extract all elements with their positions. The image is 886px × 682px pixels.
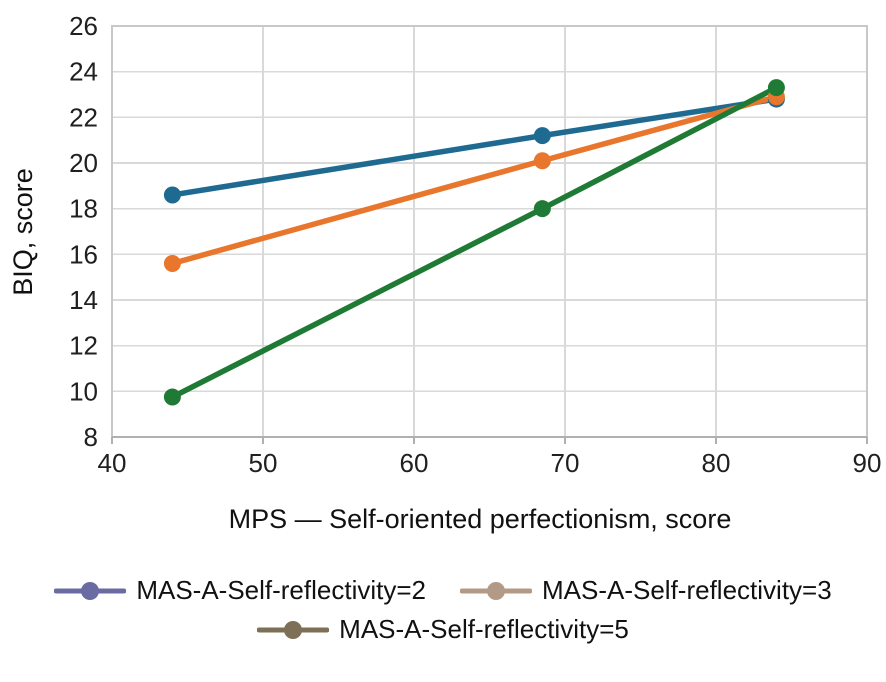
- legend-item[interactable]: MAS-A-Self-reflectivity=5: [257, 614, 629, 645]
- legend-row-2: MAS-A-Self-reflectivity=5: [0, 614, 886, 645]
- y-tick-label: 26: [69, 11, 98, 41]
- y-tick-label: 12: [69, 331, 98, 361]
- data-point-s3-p3: [767, 79, 785, 97]
- y-tick-label: 22: [69, 102, 98, 132]
- data-point-s3-p1: [163, 388, 181, 406]
- legend-swatch-icon: [460, 581, 532, 600]
- x-tick-label: 70: [551, 448, 580, 478]
- data-point-s1-p2: [533, 127, 551, 145]
- x-tick-labels: 40 50 60 70 80 90: [98, 448, 882, 478]
- data-point-s3-p2: [533, 200, 551, 218]
- y-tick-label: 18: [69, 194, 98, 224]
- x-tickmarks: [111, 437, 868, 444]
- data-point-s1-p1: [163, 186, 181, 204]
- x-tick-label: 80: [702, 448, 731, 478]
- y-tick-labels: 8 10 12 14 16 18 20 22 24 26: [69, 11, 98, 452]
- legend-label: MAS-A-Self-reflectivity=5: [339, 614, 629, 644]
- data-point-s2-p2: [533, 152, 551, 170]
- y-tick-label: 14: [69, 285, 98, 315]
- y-tick-label: 8: [84, 422, 98, 452]
- chart-legend: MAS-A-Self-reflectivity=2 MAS-A-Self-refl…: [0, 575, 886, 645]
- legend-item[interactable]: MAS-A-Self-reflectivity=3: [460, 575, 832, 606]
- y-tick-label: 24: [69, 57, 98, 87]
- y-tick-label: 20: [69, 148, 98, 178]
- legend-label: MAS-A-Self-reflectivity=2: [136, 575, 426, 605]
- x-tick-label: 40: [98, 448, 127, 478]
- line-chart-svg: 8 10 12 14 16 18 20 22 24 26 40 50 60 70 80 90 MPS — S…: [8, 11, 882, 534]
- legend-swatch-icon: [257, 620, 330, 639]
- series-group: [163, 79, 785, 406]
- legend-label: MAS-A-Self-reflectivity=3: [542, 575, 832, 605]
- plot-border: [111, 25, 868, 438]
- legend-swatch-icon: [54, 581, 127, 600]
- y-tick-label: 10: [69, 376, 98, 406]
- x-tick-label: 50: [249, 448, 278, 478]
- plot-area: 8 10 12 14 16 18 20 22 24 26 40 50 60 70 80 90 MPS — S…: [8, 11, 882, 534]
- plot-frame: [111, 25, 868, 438]
- data-point-s2-p1: [163, 254, 181, 272]
- gridlines-group: [112, 25, 867, 437]
- legend-row-1: MAS-A-Self-reflectivity=2 MAS-A-Self-refl…: [0, 575, 886, 606]
- legend-item[interactable]: MAS-A-Self-reflectivity=2: [54, 575, 426, 606]
- y-axis-title: BIQ, score: [8, 168, 38, 296]
- x-axis-title: MPS — Self-oriented perfectionism, score: [229, 504, 732, 534]
- x-tick-label: 90: [853, 448, 882, 478]
- y-tick-label: 16: [69, 239, 98, 269]
- x-tick-label: 60: [400, 448, 429, 478]
